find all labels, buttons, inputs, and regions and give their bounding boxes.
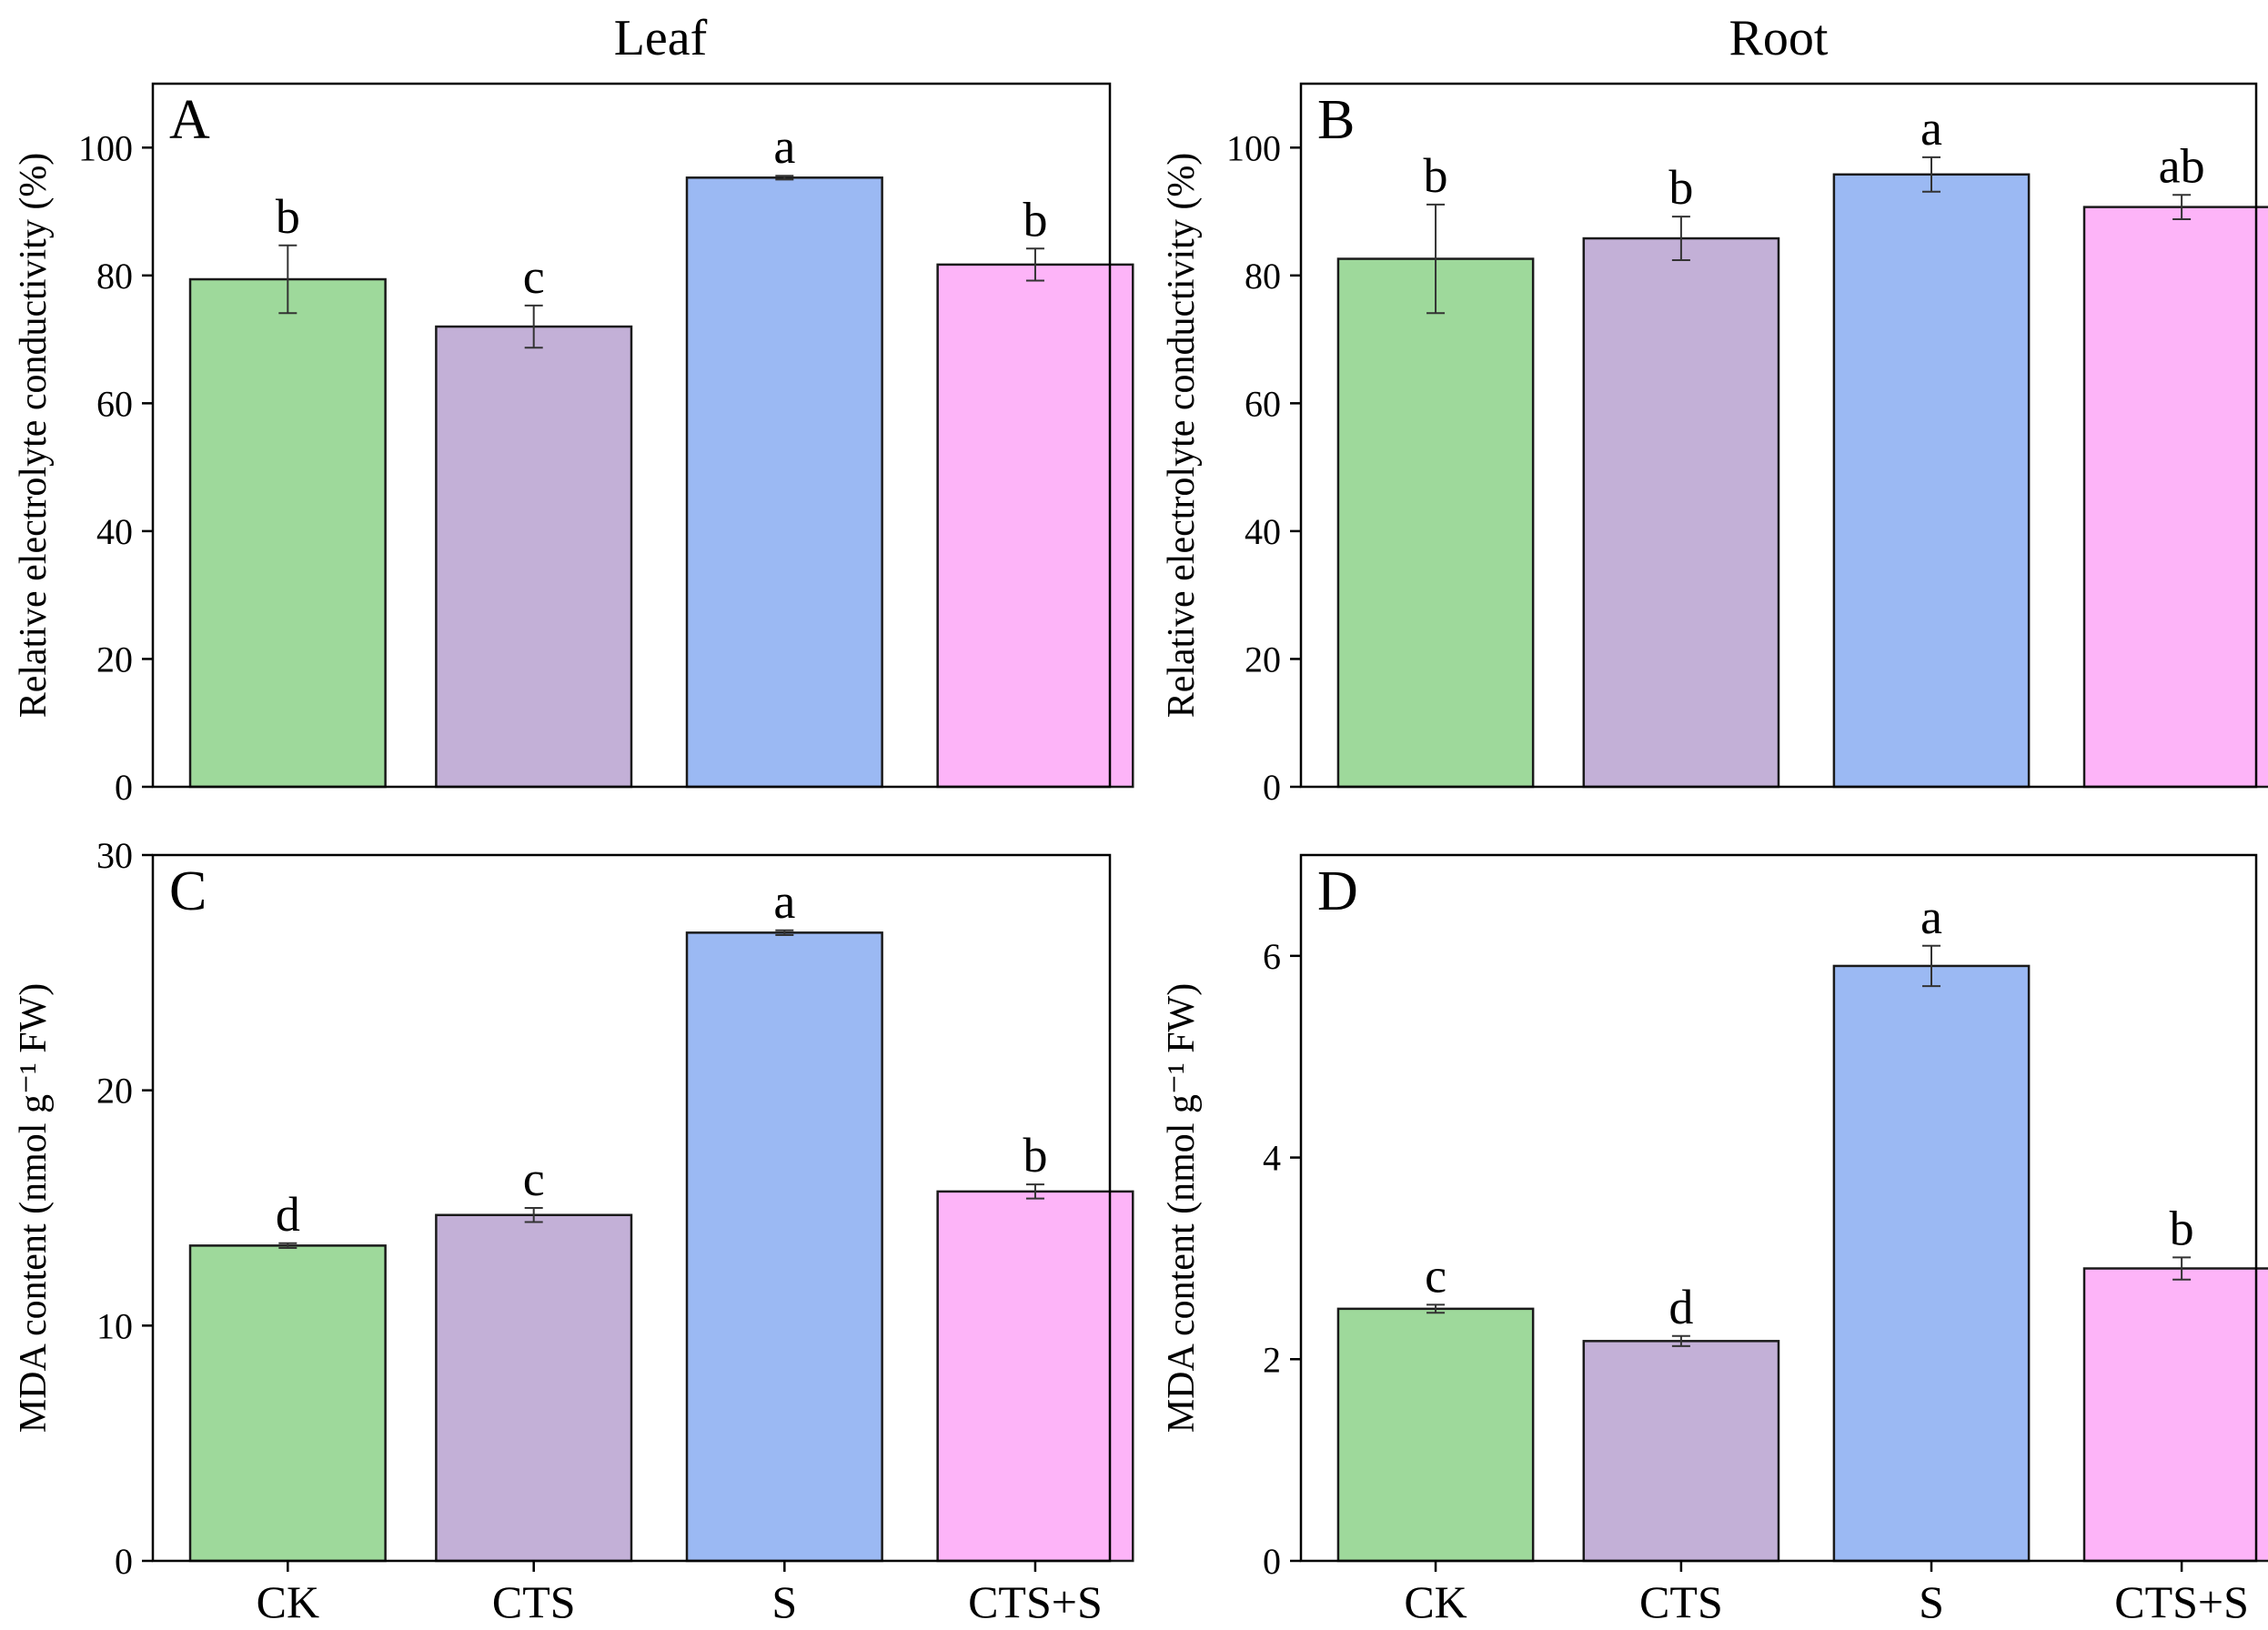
y-tick-label: 20 (96, 1071, 133, 1112)
significance-letter: b (1023, 192, 1047, 247)
y-tick-label: 100 (78, 127, 133, 168)
y-tick-label: 0 (115, 767, 133, 808)
y-tick-label: 0 (115, 1541, 133, 1582)
significance-letter: d (276, 1187, 300, 1242)
significance-letter: c (1425, 1248, 1446, 1303)
bar-c-ck (188, 1244, 387, 1563)
chart-panel-a: b c a b 0 20 40 60 80 100 A Relative electrolyte co… (13, 82, 1134, 808)
y-tick-label: 100 (1226, 127, 1281, 168)
x-tick-label: S (1919, 1576, 1944, 1627)
y-tick-label: 2 (1263, 1339, 1281, 1380)
y-tick-label: 30 (96, 835, 133, 876)
bar-a-ck (188, 277, 387, 789)
chart-panel-c: d CK c CTS a Sb CTS+S 0 10 20 30 C MDA content (nmol… (13, 835, 1134, 1627)
significance-letter: c (523, 249, 545, 304)
y-tick-label: 20 (96, 639, 133, 679)
plot-frame (1299, 853, 2258, 1563)
plot-frame (151, 853, 1112, 1563)
x-tick-label: CTS (1639, 1576, 1723, 1627)
y-tick-label: 80 (96, 256, 133, 297)
bar-d-cts (1582, 1340, 1780, 1563)
y-tick-label: 20 (1245, 639, 1281, 679)
bar-b-cts (1582, 236, 1780, 789)
bar-d-ctspluss (2082, 1267, 2268, 1563)
bar-d-s (1832, 964, 2031, 1563)
significance-letter: c (523, 1152, 545, 1206)
panel-letter: B (1317, 89, 1355, 151)
x-tick-label: CK (257, 1576, 319, 1627)
plot-frame (1299, 82, 2258, 789)
bar-b-s (1832, 173, 2031, 789)
y-tick-label: 6 (1263, 936, 1281, 977)
significance-letter: a (773, 874, 795, 929)
y-tick-label: 60 (96, 383, 133, 424)
x-tick-label: CTS (492, 1576, 576, 1627)
significance-letter: a (773, 119, 795, 174)
plot-frame (151, 82, 1112, 789)
significance-letter: b (1023, 1128, 1047, 1182)
x-tick-label: CTS+S (2114, 1576, 2249, 1627)
significance-letter: a (1920, 890, 1942, 944)
y-tick-label: 60 (1245, 383, 1281, 424)
significance-letter: b (2170, 1201, 2194, 1255)
significance-letter: d (1668, 1280, 1693, 1334)
significance-letter: a (1920, 101, 1942, 156)
x-tick-label: CK (1404, 1576, 1467, 1627)
column-title-root: Root (1729, 10, 1829, 66)
bar-b-ck (1336, 257, 1535, 789)
y-axis-label: MDA content (nmol g⁻¹ FW) (13, 983, 55, 1433)
y-tick-label: 40 (1245, 511, 1281, 552)
bar-c-cts (435, 1213, 633, 1563)
y-tick-label: 0 (1263, 767, 1281, 808)
y-axis-label: Relative electrolyte conductivity (%) (13, 153, 55, 719)
column-title-leaf: Leaf (614, 10, 708, 66)
bar-a-s (685, 176, 883, 789)
y-tick-label: 80 (1245, 256, 1281, 297)
panel-letter: C (169, 860, 207, 922)
panel-letter: A (169, 89, 210, 151)
chart-panel-b: b b a ab 0 20 40 60 80 100 B Relative electrolyte c… (1161, 82, 2268, 808)
chart-panel-d: c CK d CTS a Sb CTS+S 0 2 4 6D MDA content (nmol g⁻… (1161, 853, 2268, 1627)
significance-letter: b (276, 189, 300, 244)
bar-d-ck (1336, 1307, 1535, 1563)
bar-a-cts (435, 325, 633, 789)
y-tick-label: 40 (96, 511, 133, 552)
significance-letter: b (1424, 148, 1448, 203)
bar-b-ctspluss (2082, 206, 2268, 789)
y-tick-label: 4 (1263, 1138, 1281, 1179)
bar-c-s (685, 931, 883, 1563)
y-axis-label: Relative electrolyte conductivity (%) (1161, 153, 1203, 719)
bar-c-ctspluss (936, 1190, 1134, 1563)
x-tick-label: CTS+S (968, 1576, 1103, 1627)
significance-letter: ab (2159, 138, 2205, 193)
significance-letter: b (1668, 160, 1693, 215)
panel-letter: D (1317, 860, 1358, 922)
y-tick-label: 10 (96, 1305, 133, 1346)
bar-a-ctspluss (936, 263, 1134, 789)
y-tick-label: 0 (1263, 1541, 1281, 1582)
x-tick-label: S (771, 1576, 797, 1627)
y-axis-label: MDA content (nmol g⁻¹ FW) (1161, 983, 1203, 1433)
